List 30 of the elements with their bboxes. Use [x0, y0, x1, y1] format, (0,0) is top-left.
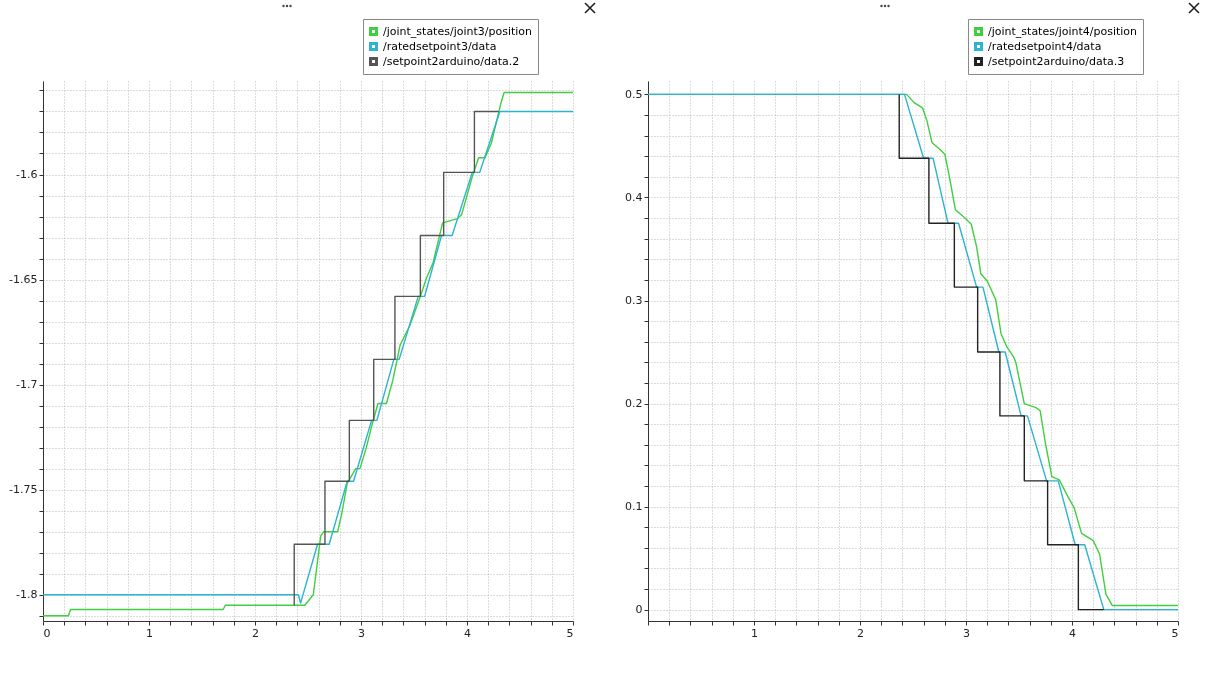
y-tick-label: 0.2	[625, 397, 643, 411]
y-tick-label: 0.4	[625, 190, 643, 204]
legend-label: /setpoint2arduino/data.3	[988, 54, 1125, 68]
x-tick-label: 0	[43, 626, 51, 640]
x-tick-label: 5	[566, 626, 574, 640]
x-tick-label: 1	[751, 626, 758, 640]
x-tick-label: 3	[358, 626, 365, 640]
y-tick-label: 0.3	[625, 294, 643, 307]
legend-label: /ratedsetpoint4/data	[988, 39, 1102, 53]
y-tick-label: 0	[635, 603, 643, 617]
y-tick-label: -1.6	[16, 168, 38, 181]
x-tick-label: 1	[146, 626, 153, 640]
y-tick-label: -1.75	[9, 483, 38, 497]
x-tick-label: 5	[1171, 626, 1179, 640]
x-tick-label: 4	[464, 626, 471, 640]
x-tick-label: 2	[857, 626, 864, 640]
legend-label: /setpoint2arduino/data.2	[383, 54, 520, 68]
y-tick-label: -1.7	[16, 378, 38, 392]
legend-label: /ratedsetpoint3/data	[383, 39, 497, 53]
y-tick-label: 0.5	[625, 87, 643, 101]
x-tick-label: 2	[252, 626, 259, 640]
line-series	[898, 93, 1105, 611]
legend-label: /joint_states/joint3/position	[383, 24, 533, 38]
line-series	[293, 110, 500, 606]
x-tick-label: 4	[1069, 626, 1076, 640]
y-tick-label: 0.1	[625, 500, 643, 514]
legend-label: /joint_states/joint4/position	[988, 24, 1138, 38]
x-tick-label: 3	[963, 626, 970, 640]
y-tick-label: -1.8	[16, 588, 38, 602]
y-tick-label: -1.65	[9, 273, 38, 287]
